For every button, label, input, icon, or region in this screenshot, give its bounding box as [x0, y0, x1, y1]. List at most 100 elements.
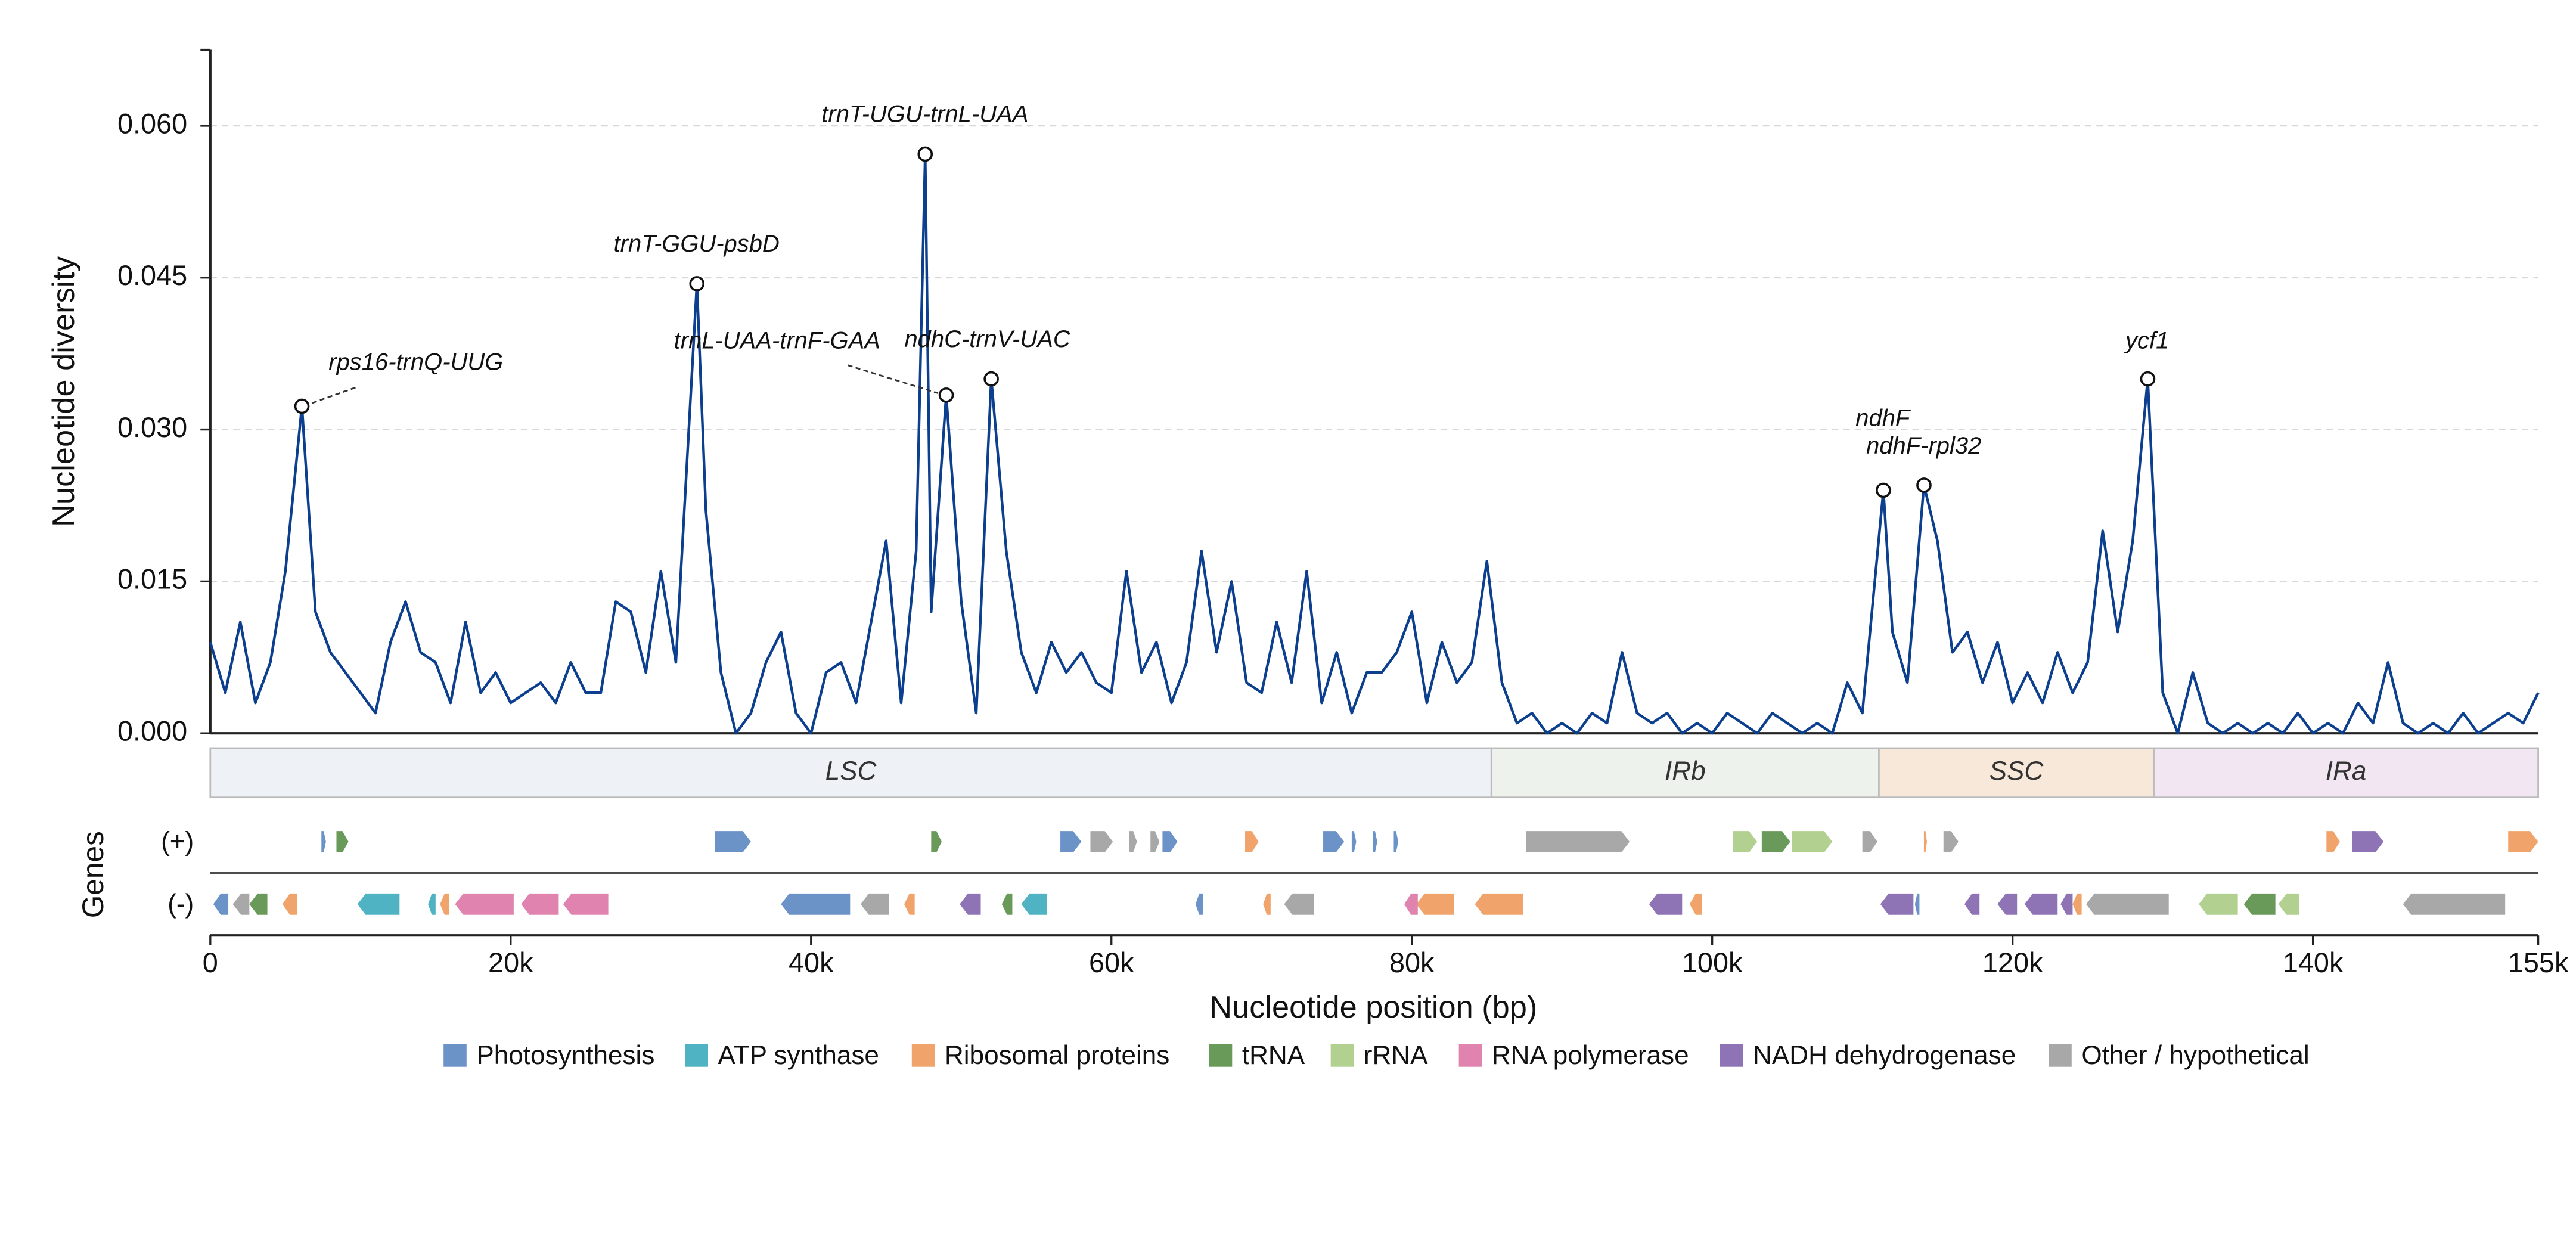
- y-tick-label: 0.000: [117, 716, 187, 747]
- gene-arrow: [2199, 893, 2238, 915]
- legend-swatch: [1720, 1044, 1743, 1067]
- gene-arrow: [1862, 831, 1877, 853]
- legend-label: ATP synthase: [718, 1041, 879, 1070]
- x-tick-label: 20k: [488, 947, 533, 978]
- region-label: LSC: [825, 756, 877, 786]
- gene-arrow: [455, 893, 514, 915]
- legend-swatch: [2049, 1044, 2072, 1067]
- gene-arrow: [1090, 831, 1113, 853]
- legend-swatch: [443, 1044, 467, 1067]
- gene-arrow: [1351, 831, 1357, 853]
- gene-arrow: [1943, 831, 1959, 853]
- gene-arrow: [960, 893, 981, 915]
- gene-arrow: [1689, 893, 1702, 915]
- legend-label: Ribosomal proteins: [945, 1041, 1169, 1070]
- gene-arrow: [2352, 831, 2384, 853]
- x-tick-label: 60k: [1089, 947, 1134, 978]
- legend-label: rRNA: [1364, 1041, 1428, 1070]
- gene-arrow: [357, 893, 400, 915]
- x-tick-label: 100k: [1682, 947, 1743, 978]
- gene-arrow: [1060, 831, 1082, 853]
- annotation-leader: [312, 386, 359, 404]
- legend-label: Photosynthesis: [476, 1041, 654, 1070]
- peak-marker: [2140, 371, 2156, 387]
- gene-arrow: [213, 893, 229, 915]
- gene-arrow: [1001, 893, 1013, 915]
- legend-swatch: [685, 1044, 708, 1067]
- gene-arrow: [336, 831, 349, 853]
- region-label: SSC: [1990, 756, 2044, 786]
- gene-arrow: [1373, 831, 1377, 853]
- annotation-leader: [847, 364, 939, 394]
- gene-arrow: [563, 893, 609, 915]
- gene-arrow: [1997, 893, 2018, 915]
- x-tick-label: 80k: [1389, 947, 1435, 978]
- legend-swatch: [1209, 1044, 1233, 1067]
- gene-arrow: [2326, 831, 2340, 853]
- region-label: IRb: [1665, 756, 1706, 786]
- legend-label: Other / hypothetical: [2081, 1041, 2309, 1070]
- gene-arrow: [1761, 831, 1790, 853]
- peak-annotation: ycf1: [2124, 328, 2169, 354]
- gene-arrow: [1393, 831, 1399, 853]
- gene-arrow: [1162, 831, 1178, 853]
- x-tick-label: 0: [203, 947, 218, 978]
- y-tick-label: 0.045: [117, 260, 187, 291]
- region-box: [209, 747, 1492, 799]
- legend-swatch: [1458, 1044, 1482, 1067]
- gene-arrow: [2024, 893, 2058, 915]
- gene-arrow: [1526, 831, 1630, 853]
- gene-arrow: [1129, 831, 1137, 853]
- y-tick-label: 0.030: [117, 412, 187, 443]
- y-axis-label: Nucleotide diversity: [46, 256, 81, 527]
- gene-arrow: [904, 893, 915, 915]
- minus-strand-label: (-): [167, 889, 194, 919]
- gene-arrow: [1263, 893, 1271, 915]
- legend-label: RNA polymerase: [1492, 1041, 1689, 1070]
- gene-arrow: [521, 893, 559, 915]
- gene-arrow: [2060, 893, 2073, 915]
- y-tick-label: 0.060: [117, 108, 187, 139]
- peak-annotation: trnT-GGU-psbD: [614, 231, 780, 257]
- gene-arrow: [2403, 893, 2506, 915]
- gene-arrow: [2278, 893, 2299, 915]
- peak-marker: [689, 276, 705, 291]
- diversity-line: [209, 153, 2540, 735]
- gene-arrow: [282, 893, 297, 915]
- gene-arrow: [2086, 893, 2169, 915]
- gene-arrow: [1733, 831, 1758, 853]
- x-tick-label: 40k: [789, 947, 834, 978]
- gene-arrow: [1150, 831, 1160, 853]
- genes-label: Genes: [76, 831, 110, 918]
- gene-arrow: [440, 893, 449, 915]
- peak-marker: [294, 398, 310, 414]
- y-tick-label: 0.015: [117, 564, 187, 595]
- peak-marker: [1916, 477, 1932, 493]
- x-tick-label: 120k: [1982, 947, 2043, 978]
- peak-annotation: ndhC-trnV-UAC: [904, 326, 1070, 352]
- legend-label: NADH dehydrogenase: [1753, 1041, 2016, 1070]
- gene-arrow: [428, 893, 436, 915]
- gene-arrow: [715, 831, 751, 853]
- region-box: [2153, 747, 2539, 799]
- gene-arrow: [321, 831, 326, 853]
- legend-swatch: [911, 1044, 935, 1067]
- x-axis-label: Nucleotide position (bp): [1209, 990, 1537, 1025]
- peak-marker: [983, 371, 999, 387]
- gene-arrow: [860, 893, 889, 915]
- gene-arrow: [1404, 893, 1418, 915]
- gene-arrow: [1792, 831, 1833, 853]
- gene-arrow: [1284, 893, 1314, 915]
- peak-marker: [938, 387, 954, 403]
- gene-arrow: [781, 893, 851, 915]
- peak-annotation: rps16-trnQ-UUG: [328, 349, 503, 376]
- gene-arrow: [249, 893, 268, 915]
- x-tick-label: 155k: [2508, 947, 2569, 978]
- gene-arrow: [2072, 893, 2082, 915]
- region-label: IRa: [2326, 756, 2367, 786]
- peak-annotation: trnL-UAA-trnF-GAA: [674, 328, 880, 354]
- gene-arrow: [1923, 831, 1928, 853]
- gene-arrow: [2508, 831, 2538, 853]
